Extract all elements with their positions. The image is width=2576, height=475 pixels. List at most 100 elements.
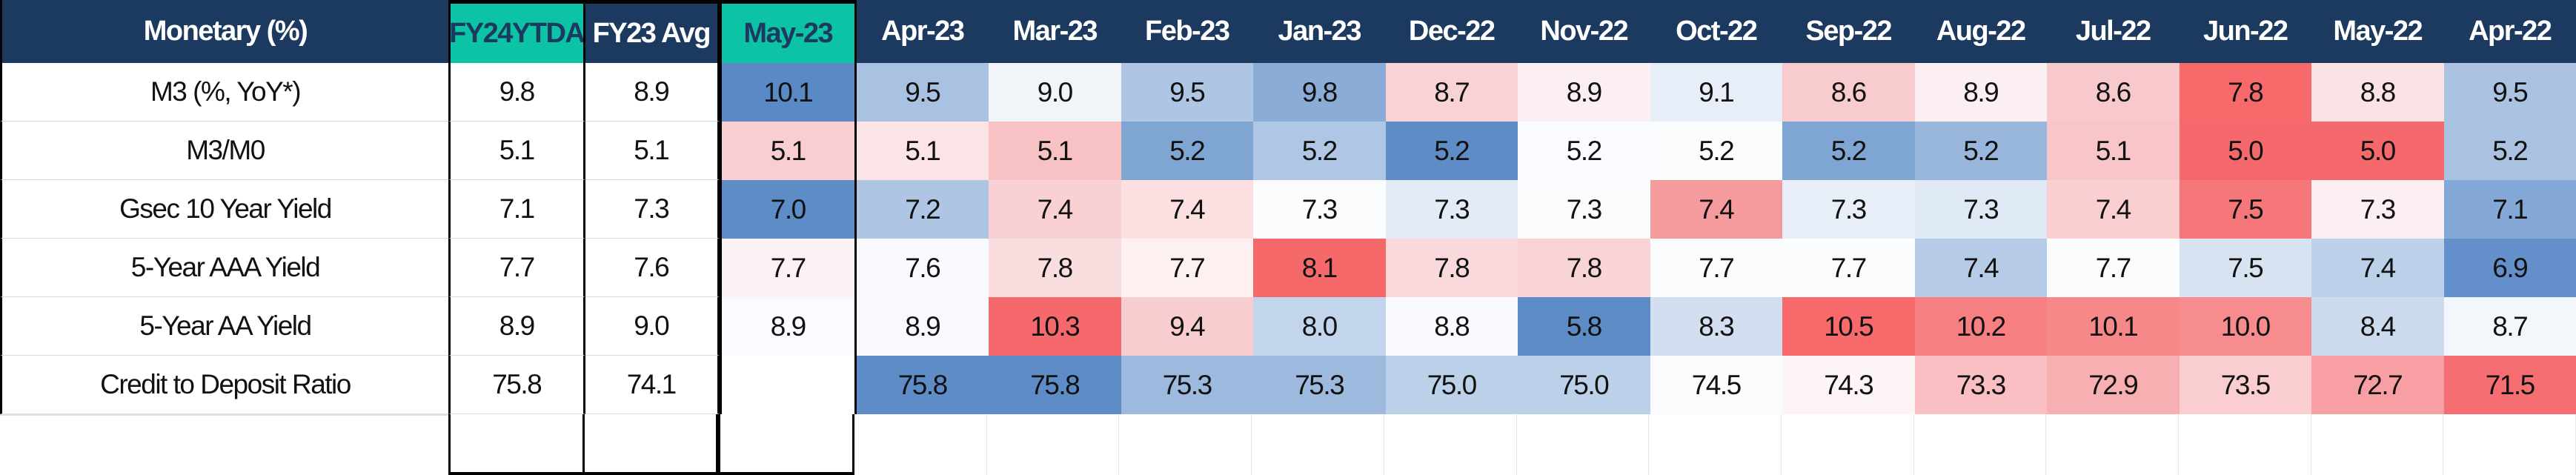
- heat-cell-gsec-10-year-yield-jan-23[interactable]: 7.3: [1253, 180, 1386, 239]
- empty-cell-sep-22[interactable]: [1781, 414, 1914, 475]
- heat-cell-5-year-aa-yield-sep-22[interactable]: 10.5: [1782, 297, 1915, 356]
- empty-cell-aug-22[interactable]: [1913, 414, 2047, 475]
- heat-cell-5-year-aa-yield-may-23[interactable]: 8.9: [720, 297, 857, 356]
- heat-cell-m3-yoy-dec-22[interactable]: 8.7: [1385, 63, 1518, 122]
- heat-cell-5-year-aa-yield-jun-22[interactable]: 10.0: [2179, 297, 2311, 356]
- heat-cell-5-year-aaa-yield-nov-22[interactable]: 7.8: [1518, 239, 1650, 297]
- heat-cell-gsec-10-year-yield-nov-22[interactable]: 7.3: [1518, 180, 1650, 239]
- heat-cell-gsec-10-year-yield-apr-23[interactable]: 7.2: [856, 180, 989, 239]
- heat-cell-m3-m0-sep-22[interactable]: 5.2: [1782, 122, 1915, 180]
- heat-cell-credit-to-deposit-ratio-oct-22[interactable]: 74.5: [1650, 356, 1782, 414]
- heat-cell-m3-yoy-may-22[interactable]: 8.8: [2311, 63, 2444, 122]
- heat-cell-m3-m0-oct-22[interactable]: 5.2: [1650, 122, 1782, 180]
- heat-cell-gsec-10-year-yield-jul-22[interactable]: 7.4: [2047, 180, 2180, 239]
- empty-cell-dec-22[interactable]: [1384, 414, 1517, 475]
- heat-cell-5-year-aaa-yield-sep-22[interactable]: 7.7: [1782, 239, 1915, 297]
- empty-cell-oct-22[interactable]: [1649, 414, 1782, 475]
- heat-cell-m3-m0-nov-22[interactable]: 5.2: [1518, 122, 1650, 180]
- heat-cell-credit-to-deposit-ratio-feb-23[interactable]: 75.3: [1121, 356, 1253, 414]
- heat-cell-5-year-aaa-yield-may-23[interactable]: 7.7: [720, 239, 857, 297]
- column-header-jun-22[interactable]: Jun-22: [2179, 0, 2311, 63]
- table-title-cell[interactable]: Monetary (%): [0, 0, 448, 63]
- column-header-fy24ytda[interactable]: FY24YTDA: [448, 0, 585, 63]
- column-header-aug-22[interactable]: Aug-22: [1914, 0, 2047, 63]
- heat-cell-credit-to-deposit-ratio-mar-23[interactable]: 75.8: [989, 356, 1121, 414]
- empty-cell-jul-22[interactable]: [2046, 414, 2179, 475]
- heat-cell-m3-m0-jun-22[interactable]: 5.0: [2179, 122, 2311, 180]
- heat-cell-5-year-aaa-yield-apr-22[interactable]: 6.9: [2443, 239, 2576, 297]
- heat-cell-5-year-aa-yield-dec-22[interactable]: 8.8: [1385, 297, 1518, 356]
- heat-cell-5-year-aa-yield-apr-23[interactable]: 8.9: [856, 297, 989, 356]
- empty-cell-feb-23[interactable]: [1119, 414, 1252, 475]
- heat-cell-5-year-aaa-yield-apr-23[interactable]: 7.6: [856, 239, 989, 297]
- heat-cell-m3-yoy-jun-22[interactable]: 7.8: [2179, 63, 2311, 122]
- empty-cell-jun-22[interactable]: [2178, 414, 2311, 475]
- heat-cell-gsec-10-year-yield-oct-22[interactable]: 7.4: [1650, 180, 1782, 239]
- heat-cell-m3-m0-dec-22[interactable]: 5.2: [1385, 122, 1518, 180]
- heat-cell-5-year-aa-yield-feb-23[interactable]: 9.4: [1121, 297, 1253, 356]
- heat-cell-5-year-aaa-yield-dec-22[interactable]: 7.8: [1385, 239, 1518, 297]
- empty-cell-may-22[interactable]: [2311, 414, 2444, 475]
- heat-cell-m3-m0-jul-22[interactable]: 5.1: [2047, 122, 2180, 180]
- empty-label-cell[interactable]: [0, 414, 448, 475]
- heat-cell-5-year-aa-yield-apr-22[interactable]: 8.7: [2443, 297, 2576, 356]
- empty-cell-apr-23[interactable]: [854, 414, 987, 475]
- column-header-apr-22[interactable]: Apr-22: [2443, 0, 2576, 63]
- heat-cell-5-year-aa-yield-oct-22[interactable]: 8.3: [1650, 297, 1782, 356]
- cell-m3-m0-fy23-avg[interactable]: 5.1: [585, 122, 720, 180]
- heat-cell-m3-yoy-apr-23[interactable]: 9.5: [856, 63, 989, 122]
- empty-cell-may-23[interactable]: [718, 414, 855, 475]
- heat-cell-5-year-aaa-yield-mar-23[interactable]: 7.8: [989, 239, 1121, 297]
- column-header-oct-22[interactable]: Oct-22: [1650, 0, 1782, 63]
- heat-cell-m3-yoy-nov-22[interactable]: 8.9: [1518, 63, 1650, 122]
- heat-cell-5-year-aaa-yield-jun-22[interactable]: 7.5: [2179, 239, 2311, 297]
- cell-m3-yoy-fy23-avg[interactable]: 8.9: [585, 63, 720, 122]
- heat-cell-m3-yoy-oct-22[interactable]: 9.1: [1650, 63, 1782, 122]
- heat-cell-m3-yoy-mar-23[interactable]: 9.0: [989, 63, 1121, 122]
- heat-cell-m3-m0-mar-23[interactable]: 5.1: [989, 122, 1121, 180]
- heat-cell-gsec-10-year-yield-jun-22[interactable]: 7.5: [2179, 180, 2311, 239]
- heat-cell-m3-yoy-aug-22[interactable]: 8.9: [1914, 63, 2047, 122]
- heat-cell-gsec-10-year-yield-apr-22[interactable]: 7.1: [2443, 180, 2576, 239]
- heat-cell-5-year-aaa-yield-oct-22[interactable]: 7.7: [1650, 239, 1782, 297]
- row-label-5-year-aa-yield[interactable]: 5-Year AA Yield: [0, 297, 448, 356]
- heat-cell-gsec-10-year-yield-may-23[interactable]: 7.0: [720, 180, 857, 239]
- heat-cell-gsec-10-year-yield-sep-22[interactable]: 7.3: [1782, 180, 1915, 239]
- cell-gsec-10-year-yield-fy23-avg[interactable]: 7.3: [585, 180, 720, 239]
- heat-cell-credit-to-deposit-ratio-jun-22[interactable]: 73.5: [2179, 356, 2311, 414]
- row-label-gsec-10-year-yield[interactable]: Gsec 10 Year Yield: [0, 180, 448, 239]
- heat-cell-m3-m0-may-22[interactable]: 5.0: [2311, 122, 2444, 180]
- heat-cell-m3-m0-apr-23[interactable]: 5.1: [856, 122, 989, 180]
- heat-cell-5-year-aa-yield-jan-23[interactable]: 8.0: [1253, 297, 1386, 356]
- column-header-apr-23[interactable]: Apr-23: [856, 0, 989, 63]
- cell-m3-m0-fy24ytda[interactable]: 5.1: [448, 122, 585, 180]
- column-header-feb-23[interactable]: Feb-23: [1121, 0, 1253, 63]
- empty-cell-apr-22[interactable]: [2443, 414, 2576, 475]
- heat-cell-m3-m0-may-23[interactable]: 5.1: [720, 122, 857, 180]
- cell-5-year-aaa-yield-fy23-avg[interactable]: 7.6: [585, 239, 720, 297]
- heat-cell-credit-to-deposit-ratio-jul-22[interactable]: 72.9: [2047, 356, 2180, 414]
- heat-cell-5-year-aaa-yield-jan-23[interactable]: 8.1: [1253, 239, 1386, 297]
- heat-cell-credit-to-deposit-ratio-dec-22[interactable]: 75.0: [1385, 356, 1518, 414]
- heat-cell-gsec-10-year-yield-aug-22[interactable]: 7.3: [1914, 180, 2047, 239]
- heat-cell-credit-to-deposit-ratio-may-23[interactable]: [720, 356, 857, 414]
- cell-credit-to-deposit-ratio-fy24ytda[interactable]: 75.8: [448, 356, 585, 414]
- heat-cell-gsec-10-year-yield-feb-23[interactable]: 7.4: [1121, 180, 1253, 239]
- heat-cell-m3-yoy-jul-22[interactable]: 8.6: [2047, 63, 2180, 122]
- column-header-nov-22[interactable]: Nov-22: [1518, 0, 1650, 63]
- heat-cell-credit-to-deposit-ratio-apr-22[interactable]: 71.5: [2443, 356, 2576, 414]
- heat-cell-5-year-aa-yield-may-22[interactable]: 8.4: [2311, 297, 2444, 356]
- row-label-credit-to-deposit-ratio[interactable]: Credit to Deposit Ratio: [0, 356, 448, 414]
- heat-cell-5-year-aa-yield-mar-23[interactable]: 10.3: [989, 297, 1121, 356]
- heat-cell-5-year-aaa-yield-feb-23[interactable]: 7.7: [1121, 239, 1253, 297]
- column-header-jan-23[interactable]: Jan-23: [1253, 0, 1386, 63]
- cell-5-year-aa-yield-fy24ytda[interactable]: 8.9: [448, 297, 585, 356]
- row-label-m3-m0[interactable]: M3/M0: [0, 122, 448, 180]
- heat-cell-gsec-10-year-yield-dec-22[interactable]: 7.3: [1385, 180, 1518, 239]
- heat-cell-5-year-aaa-yield-jul-22[interactable]: 7.7: [2047, 239, 2180, 297]
- column-header-dec-22[interactable]: Dec-22: [1385, 0, 1518, 63]
- heat-cell-m3-m0-jan-23[interactable]: 5.2: [1253, 122, 1386, 180]
- column-header-fy23-avg[interactable]: FY23 Avg: [585, 0, 720, 63]
- column-header-mar-23[interactable]: Mar-23: [989, 0, 1121, 63]
- heat-cell-m3-yoy-feb-23[interactable]: 9.5: [1121, 63, 1253, 122]
